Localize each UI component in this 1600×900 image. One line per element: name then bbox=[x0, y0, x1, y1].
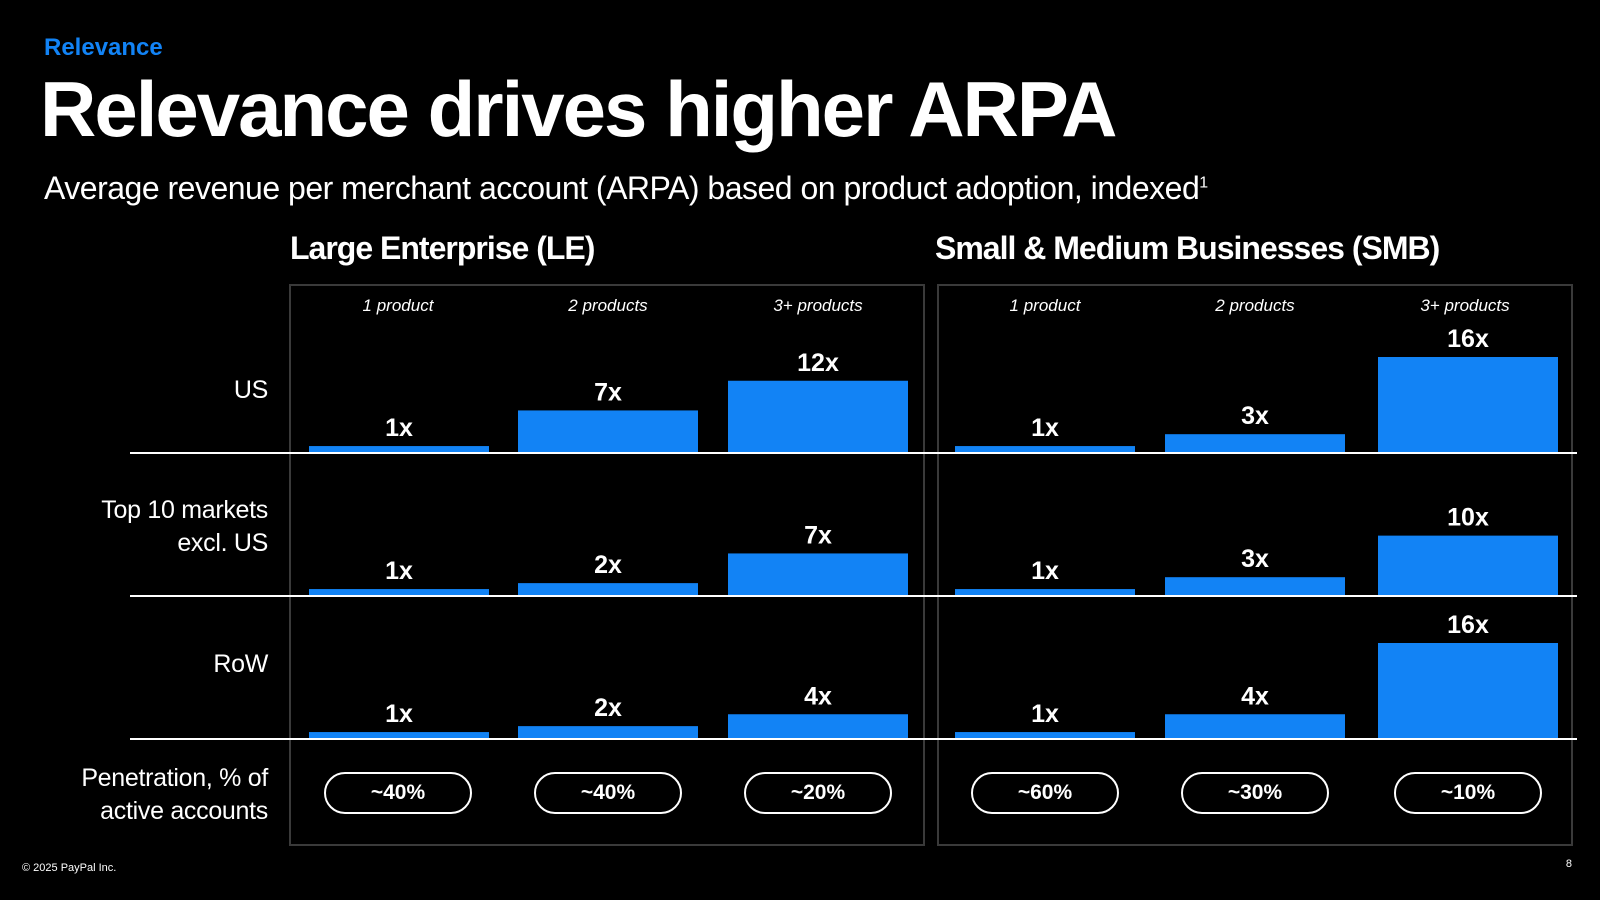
row-label-penetration-line1: Penetration, % of bbox=[81, 764, 268, 792]
bar-label-le-row1-col2: 7x bbox=[594, 378, 622, 406]
bar-label-le-row2-col1: 1x bbox=[385, 557, 413, 585]
bar-le-row2-col3 bbox=[728, 553, 908, 595]
bar-label-smb-row1-col3: 16x bbox=[1447, 325, 1489, 353]
bar-label-le-row2-col2: 2x bbox=[594, 551, 622, 579]
subtitle-footnote: 1 bbox=[1199, 174, 1208, 192]
penetration-pill-le-2: ~40% bbox=[534, 772, 682, 814]
penetration-pill-le-1: ~40% bbox=[324, 772, 472, 814]
bar-smb-row2-col3 bbox=[1378, 535, 1558, 595]
page-subtitle: Average revenue per merchant account (AR… bbox=[44, 170, 1208, 207]
bar-label-le-row1-col1: 1x bbox=[385, 414, 413, 442]
bar-smb-row2-col1 bbox=[955, 589, 1135, 595]
bar-label-le-row3-col1: 1x bbox=[385, 700, 413, 728]
bar-label-le-row3-col3: 4x bbox=[804, 682, 832, 710]
col-head-smb-2: 2 products bbox=[1215, 296, 1295, 315]
row-label-us: US bbox=[233, 376, 268, 404]
col-head-smb-3: 3+ products bbox=[1420, 296, 1510, 315]
bar-le-row2-col2 bbox=[518, 583, 698, 595]
bar-label-le-row2-col3: 7x bbox=[804, 521, 832, 549]
subtitle-text: Average revenue per merchant account (AR… bbox=[44, 170, 1200, 206]
bar-label-le-row1-col3: 12x bbox=[797, 349, 839, 377]
bar-le-row3-col3 bbox=[728, 714, 908, 738]
bar-label-smb-row3-col1: 1x bbox=[1031, 700, 1059, 728]
col-head-le-1: 1 product bbox=[362, 296, 434, 315]
col-head-smb-1: 1 product bbox=[1009, 296, 1081, 315]
bar-smb-row1-col3 bbox=[1378, 357, 1558, 452]
row-label-row: RoW bbox=[213, 650, 268, 678]
bar-label-smb-row2-col1: 1x bbox=[1031, 557, 1059, 585]
bar-label-smb-row1-col2: 3x bbox=[1241, 402, 1269, 430]
panel-title-smb: Small & Medium Businesses (SMB) bbox=[935, 230, 1440, 266]
bar-label-smb-row1-col1: 1x bbox=[1031, 414, 1059, 442]
page-number: 8 bbox=[1565, 858, 1572, 870]
row-label-top10-line2: excl. US bbox=[177, 529, 268, 557]
bar-smb-row1-col1 bbox=[955, 446, 1135, 452]
col-head-le-3: 3+ products bbox=[773, 296, 863, 315]
bar-le-row1-col1 bbox=[309, 446, 489, 452]
bar-smb-row2-col2 bbox=[1165, 577, 1345, 595]
panel-box-le bbox=[289, 284, 925, 846]
penetration-pill-le-3: ~20% bbox=[744, 772, 892, 814]
bar-label-smb-row3-col2: 4x bbox=[1241, 682, 1269, 710]
panel-title-le: Large Enterprise (LE) bbox=[290, 230, 595, 266]
bar-label-smb-row2-col3: 10x bbox=[1447, 504, 1489, 532]
row-label-penetration: Penetration, % of active accounts bbox=[81, 762, 268, 828]
page-title: Relevance drives higher ARPA bbox=[40, 65, 1117, 153]
section-eyebrow: Relevance bbox=[44, 34, 163, 61]
bar-label-smb-row2-col2: 3x bbox=[1241, 545, 1269, 573]
bar-label-smb-row3-col3: 16x bbox=[1447, 611, 1489, 639]
bar-le-row3-col1 bbox=[309, 732, 489, 738]
penetration-pill-smb-1: ~60% bbox=[971, 772, 1119, 814]
penetration-pill-smb-3: ~10% bbox=[1394, 772, 1542, 814]
row-label-top10-line1: Top 10 markets bbox=[101, 496, 268, 524]
penetration-pill-smb-2: ~30% bbox=[1181, 772, 1329, 814]
bar-le-row1-col3 bbox=[728, 380, 908, 452]
bar-smb-row3-col3 bbox=[1378, 643, 1558, 738]
row-label-top10: Top 10 markets excl. US bbox=[101, 494, 268, 560]
bar-label-le-row3-col2: 2x bbox=[594, 694, 622, 722]
bar-smb-row1-col2 bbox=[1165, 434, 1345, 452]
bar-smb-row3-col2 bbox=[1165, 714, 1345, 738]
col-head-le-2: 2 products bbox=[568, 296, 648, 315]
bar-le-row2-col1 bbox=[309, 589, 489, 595]
bar-smb-row3-col1 bbox=[955, 732, 1135, 738]
bar-le-row1-col2 bbox=[518, 410, 698, 452]
panel-box-smb bbox=[937, 284, 1573, 846]
row-label-penetration-line2: active accounts bbox=[100, 797, 268, 825]
copyright: © 2025 PayPal Inc. bbox=[22, 862, 117, 874]
bar-le-row3-col2 bbox=[518, 726, 698, 738]
